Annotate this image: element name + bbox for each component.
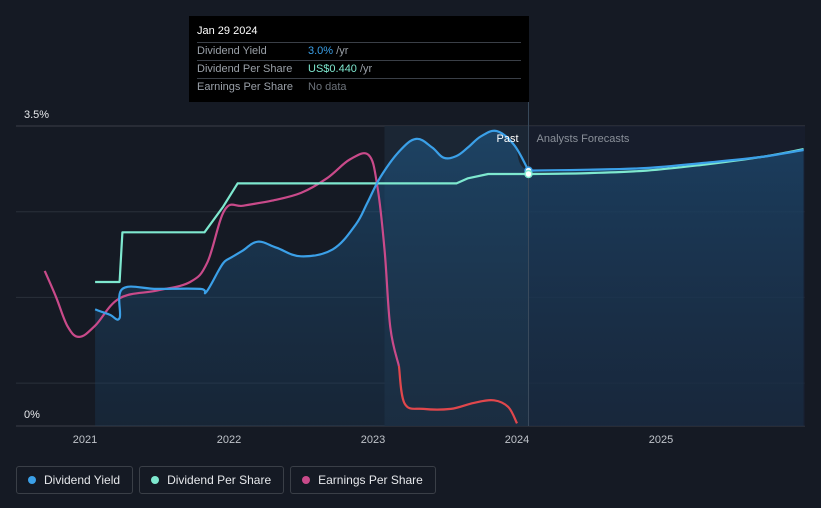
dividend-yield-area: [95, 130, 804, 426]
earnings-per-share-line: [43, 152, 400, 367]
tooltip-value: 3.0%: [308, 45, 334, 57]
x-tick-label: 2024: [505, 434, 529, 446]
tooltip-label: Earnings Per Share: [197, 81, 293, 93]
dividend-yield-forecast-line: [528, 148, 804, 172]
tooltip-label: Dividend Yield: [197, 45, 267, 57]
legend-label: Dividend Per Share: [167, 473, 272, 487]
tooltip-date: Jan 29 2024: [197, 25, 258, 37]
tooltip-suffix: /yr: [356, 63, 373, 75]
past-label: Past: [497, 133, 519, 145]
x-tick-label: 2021: [73, 434, 97, 446]
tooltip-row-dividend-yield: Dividend Yield 3.0% /yr: [197, 42, 521, 60]
tooltip-value-wrap: US$0.440 /yr: [308, 61, 372, 78]
forecast-label: Analysts Forecasts: [537, 133, 630, 145]
tooltip-value: No data: [308, 81, 347, 93]
tooltip-row-earnings-per-share: Earnings Per Share No data: [197, 78, 521, 96]
x-tick-label: 2022: [217, 434, 241, 446]
x-tick-label: 2023: [361, 434, 385, 446]
y-tick-label: 0%: [24, 409, 40, 421]
legend-item-earnings-per-share[interactable]: Earnings Per Share: [290, 466, 436, 494]
data-point-marker: [524, 169, 533, 179]
legend-dot-icon: [151, 476, 160, 484]
x-tick-label: 2025: [649, 434, 673, 446]
dividend-yield-line: [94, 129, 530, 321]
tooltip-value-wrap: 3.0% /yr: [308, 43, 348, 60]
legend-item-dividend-yield[interactable]: Dividend Yield: [16, 466, 134, 494]
legend-dot-icon: [28, 476, 36, 484]
legend-label: Dividend Yield: [44, 473, 121, 487]
legend-item-dividend-per-share[interactable]: Dividend Per Share: [139, 466, 285, 494]
earnings-per-share-decline-line: [397, 365, 518, 424]
legend-dot-icon: [302, 476, 311, 484]
tooltip-value: US$0.440: [308, 63, 357, 75]
y-tick-label: 3.5%: [24, 109, 49, 121]
tooltip-suffix: /yr: [333, 45, 349, 57]
dividend-per-share-line: [95, 172, 529, 284]
tooltip-value-wrap: No data: [308, 79, 347, 96]
legend-label: Earnings Per Share: [318, 473, 423, 487]
tooltip: Jan 29 2024 Dividend Yield 3.0% /yr Divi…: [189, 16, 529, 102]
chart-legend: Dividend Yield Dividend Per Share Earnin…: [16, 466, 436, 494]
tooltip-label: Dividend Per Share: [197, 63, 293, 75]
tooltip-row-dividend-per-share: Dividend Per Share US$0.440 /yr: [197, 60, 521, 78]
